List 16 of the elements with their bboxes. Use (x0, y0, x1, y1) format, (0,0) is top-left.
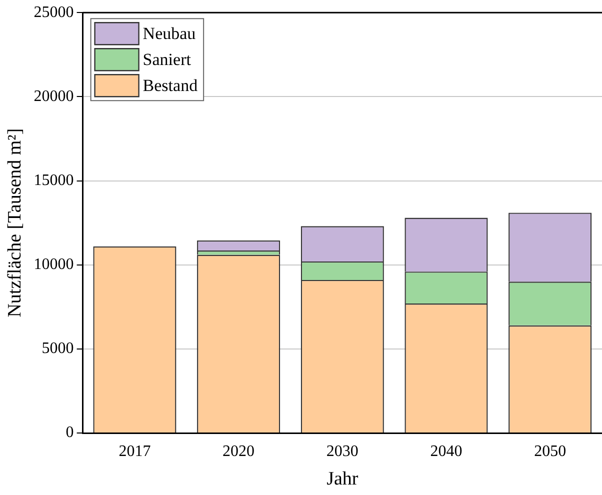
legend-label: Saniert (142, 50, 192, 70)
y-axis-title: Nutzfläche [Tausend m²] (4, 128, 26, 318)
y-tick-label: 20000 (34, 88, 74, 105)
y-tick-label: 10000 (34, 256, 74, 274)
x-tick-label: 2040 (430, 442, 462, 460)
legend-label: Neubau (142, 24, 196, 44)
y-tick-label: 25000 (34, 4, 74, 21)
x-tick-label: 2020 (222, 442, 255, 460)
legend-label: Bestand (142, 76, 198, 96)
x-tick-label: 2017 (118, 442, 151, 460)
y-tick-label: 15000 (34, 172, 74, 189)
y-tick-label: 0 (66, 424, 74, 442)
y-tick-label: 5000 (42, 340, 74, 358)
x-tick-label: 2050 (534, 442, 566, 460)
x-tick-label: 2030 (326, 442, 358, 460)
x-axis-title: Jahr (326, 468, 359, 490)
